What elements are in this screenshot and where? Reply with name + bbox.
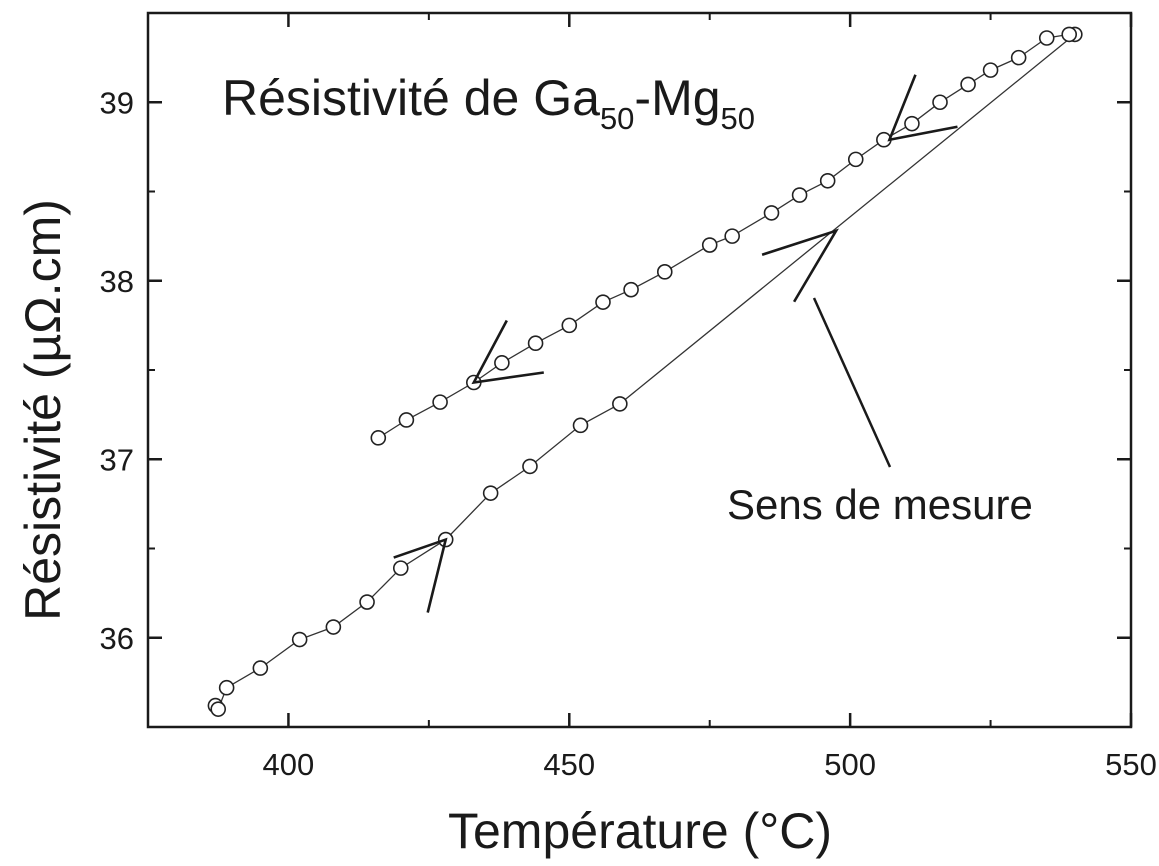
data-point xyxy=(522,458,538,475)
y-tick-label: 39 xyxy=(100,85,134,120)
data-point xyxy=(612,396,628,412)
data-point xyxy=(218,679,235,696)
data-point xyxy=(982,62,999,78)
data-point xyxy=(701,237,718,253)
annotation-pointer xyxy=(812,297,892,468)
series-lines xyxy=(214,33,1076,711)
data-point xyxy=(791,187,808,203)
data-point xyxy=(847,151,864,168)
data-point xyxy=(763,205,780,221)
data-point xyxy=(1061,26,1078,43)
x-tick-label: 550 xyxy=(1105,747,1157,782)
data-point xyxy=(1010,49,1027,66)
data-point xyxy=(527,335,544,352)
data-point xyxy=(494,355,510,371)
direction-arrow xyxy=(887,74,958,142)
x-tick-label: 400 xyxy=(263,747,315,782)
data-point xyxy=(398,412,415,428)
series-line xyxy=(214,403,621,711)
direction-arrow xyxy=(471,319,544,385)
chart-title: Résistivité de Ga50-Mg50 xyxy=(222,70,755,136)
data-point xyxy=(252,660,269,676)
data-point xyxy=(359,594,375,610)
data-point xyxy=(724,228,740,244)
data-point xyxy=(819,172,836,189)
data-point xyxy=(291,631,308,648)
data-point xyxy=(432,394,448,410)
direction-arrow xyxy=(393,537,448,613)
x-tick-labels: 400 450 500 550 xyxy=(263,747,1157,782)
data-point xyxy=(1038,30,1055,46)
y-tick-label: 36 xyxy=(100,621,134,656)
data-point xyxy=(210,701,227,717)
x-tick-label: 500 xyxy=(824,747,876,782)
data-point xyxy=(482,485,499,501)
data-point xyxy=(572,417,589,434)
chart-title-sub1: 50 xyxy=(600,101,634,136)
axis-ticks xyxy=(147,13,1133,727)
y-tick-labels: 36 37 38 39 xyxy=(100,85,134,656)
data-point xyxy=(370,430,387,446)
data-point xyxy=(392,560,409,576)
series-line xyxy=(619,33,1076,405)
data-points xyxy=(207,26,1083,717)
data-point xyxy=(325,619,342,635)
data-point xyxy=(960,76,976,93)
chart-title-sub2: 50 xyxy=(721,101,755,136)
y-tick-label: 37 xyxy=(100,442,134,477)
y-tick-label: 38 xyxy=(100,264,134,299)
x-tick-label: 450 xyxy=(543,747,595,782)
direction-arrow xyxy=(761,228,839,303)
data-point xyxy=(623,281,639,298)
data-point xyxy=(656,264,673,280)
direction-arrows xyxy=(393,74,958,613)
data-point xyxy=(595,294,611,310)
y-axis-label: Résistivité (µΩ.cm) xyxy=(15,199,71,621)
data-point xyxy=(932,94,948,111)
data-point xyxy=(561,317,578,334)
annotation-label: Sens de mesure xyxy=(727,481,1033,528)
data-point xyxy=(904,115,920,132)
x-axis-label: Température (°C) xyxy=(448,803,832,859)
chart-title-mid: -Mg xyxy=(634,70,720,126)
chart-title-main: Résistivité de Ga xyxy=(222,70,600,126)
